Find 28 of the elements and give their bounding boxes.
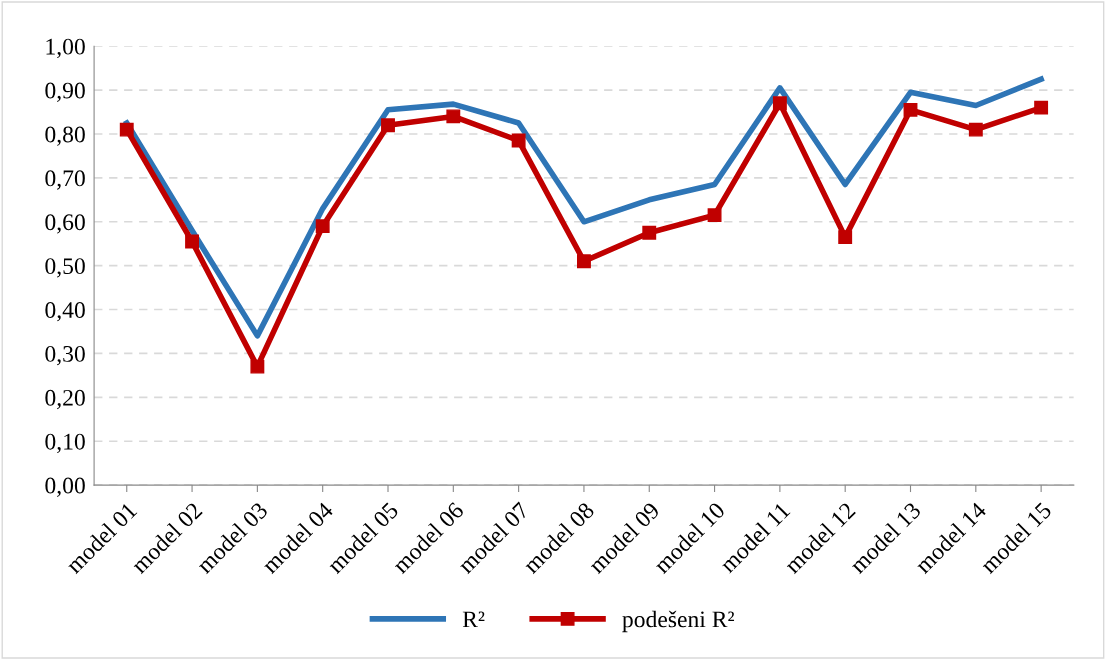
point: [968, 122, 983, 137]
y-tick-label: 0,70: [45, 170, 85, 190]
point: [250, 359, 265, 374]
point: [315, 219, 330, 234]
point: [446, 109, 461, 124]
y-tick-label: 0,10: [45, 433, 85, 454]
point: [772, 96, 787, 111]
y-tick-label: 0,30: [45, 345, 85, 366]
y-tick-label: 0,80: [45, 126, 85, 146]
point: [1034, 100, 1049, 115]
point: [576, 254, 591, 269]
point: [381, 118, 395, 133]
legend-label: R²: [462, 611, 485, 628]
y-tick-label: 0,90: [45, 82, 85, 102]
point: [903, 102, 918, 117]
y-tick-label: 0,50: [45, 258, 85, 278]
legend-label: podešeni R²: [622, 610, 735, 633]
point: [642, 225, 657, 240]
y-tick-label: 1,00: [46, 38, 85, 59]
y-tick-label: 0,00: [45, 477, 85, 497]
point: [185, 234, 200, 249]
point: [119, 122, 134, 137]
point: [511, 133, 526, 148]
y-tick-label: 0,40: [45, 302, 85, 322]
point: [707, 208, 722, 223]
y-tick-label: 0,20: [45, 389, 85, 410]
point: [838, 230, 853, 245]
y-tick-label: 0,60: [45, 214, 85, 234]
